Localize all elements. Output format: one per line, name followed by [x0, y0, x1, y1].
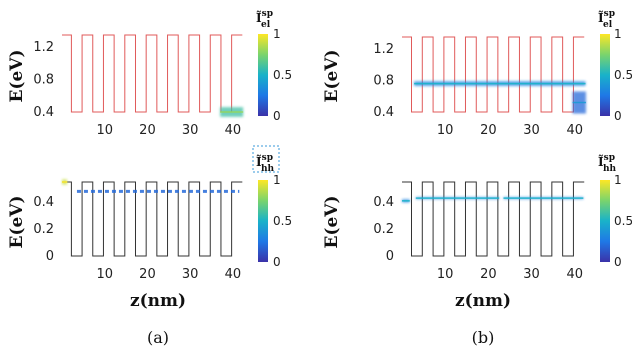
y-tick-label: 0.8 — [33, 73, 54, 88]
colorbar-tick: 0.5 — [273, 68, 292, 82]
panel-a-bottom: 0 0.2 0.4 10 20 30 40 — [33, 179, 243, 282]
colorbar-a-bottom: 1 0.5 0 Ĩsp hh — [252, 145, 292, 269]
y-tick-label: 0.4 — [33, 195, 54, 210]
colorbar-tick: 0 — [614, 255, 622, 269]
xlabel-b: z(nm) — [455, 291, 511, 311]
x-tick-label: 20 — [480, 267, 497, 282]
ylabel-a-top: E(eV) — [7, 49, 27, 102]
x-tick-label: 20 — [139, 267, 156, 282]
colorbar-tick: 0.5 — [614, 214, 632, 228]
colorbar-tick: 1 — [273, 27, 281, 41]
x-tick-label: 40 — [225, 123, 242, 138]
x-tick-label: 30 — [523, 123, 540, 138]
y-tick-label: 0.2 — [33, 222, 54, 237]
colorbar-tick: 1 — [614, 27, 622, 41]
colorbar-title: Ĩsp hh — [256, 153, 275, 174]
colorbar-gradient — [258, 34, 268, 116]
colorbar-gradient — [600, 180, 610, 262]
y-tick-label: 1.2 — [373, 42, 394, 57]
x-tick-label: 40 — [566, 267, 583, 282]
y-tick-label: 1.2 — [33, 40, 54, 55]
band-profile-line — [402, 36, 585, 113]
x-tick-label: 40 — [566, 123, 583, 138]
panel-a-top: 0.4 0.8 1.2 10 20 30 40 — [33, 34, 244, 138]
x-tick-label: 20 — [139, 123, 156, 138]
colorbar-gradient — [600, 34, 610, 116]
colorbar-b-bottom: 1 0.5 0 Ĩsp hh — [598, 153, 632, 269]
x-tick-label: 20 — [480, 123, 497, 138]
y-tick-label: 0.4 — [373, 105, 394, 120]
x-tick-label: 30 — [523, 267, 540, 282]
colorbar-title-selection[interactable] — [252, 145, 280, 173]
panel-b-top: 0.4 0.8 1.2 10 20 30 40 — [373, 36, 586, 138]
xlabel-a: z(nm) — [130, 291, 186, 311]
y-tick-label: 0 — [386, 249, 394, 264]
colorbar-tick: 1 — [614, 173, 622, 187]
band-profile-line — [62, 34, 243, 113]
x-tick-label: 30 — [182, 267, 199, 282]
colorbar-tick: 0 — [614, 109, 622, 123]
y-tick-label: 0.4 — [33, 105, 54, 120]
x-tick-label: 10 — [96, 123, 113, 138]
x-tick-label: 10 — [437, 123, 454, 138]
x-tick-label: 40 — [225, 267, 242, 282]
y-tick-label: 0 — [46, 249, 54, 264]
band-profile-line — [402, 181, 585, 257]
colorbar-tick: 0 — [273, 109, 281, 123]
y-tick-label: 0.4 — [373, 195, 394, 210]
colorbar-title: Ĩsp el — [256, 9, 273, 30]
colorbar-title: Ĩsp el — [598, 9, 615, 30]
x-tick-label: 30 — [182, 123, 199, 138]
panel-b-bottom: 0 0.2 0.4 10 20 30 40 — [373, 181, 585, 282]
subcaption-a: (a) — [147, 328, 169, 347]
colorbar-gradient — [258, 180, 268, 262]
ylabel-b-bottom: E(eV) — [322, 195, 342, 248]
x-tick-label: 10 — [96, 267, 113, 282]
colorbar-a-top: 1 0.5 0 Ĩsp el — [256, 9, 292, 123]
colorbar-title: Ĩsp hh — [598, 153, 617, 174]
ylabel-a-bottom: E(eV) — [7, 195, 27, 248]
colorbar-tick: 1 — [273, 173, 281, 187]
y-tick-label: 0.8 — [373, 73, 394, 88]
ylabel-b-top: E(eV) — [322, 49, 342, 102]
y-tick-label: 0.2 — [373, 222, 394, 237]
band-profile-line — [62, 181, 243, 257]
x-tick-label: 10 — [437, 267, 454, 282]
colorbar-b-top: 1 0.5 0 Ĩsp el — [598, 9, 632, 123]
colorbar-tick: 0.5 — [273, 214, 292, 228]
colorbar-tick: 0 — [273, 255, 281, 269]
colorbar-tick: 0.5 — [614, 68, 632, 82]
subcaption-b: (b) — [472, 328, 495, 347]
